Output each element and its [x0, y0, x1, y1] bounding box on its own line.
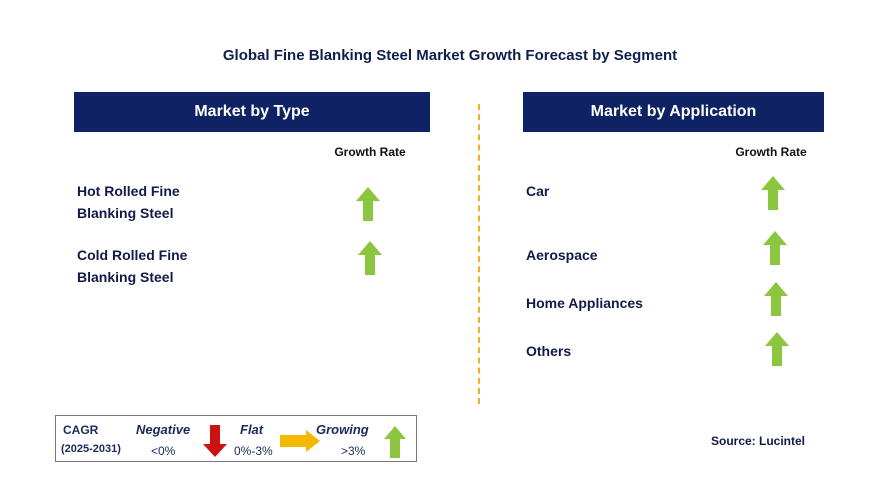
application-item-aerospace: Aerospace [526, 247, 598, 263]
application-item-car: Car [526, 183, 550, 199]
application-growth-rate-label: Growth Rate [735, 145, 807, 159]
application-item-others: Others [526, 343, 572, 359]
up-arrow-icon [761, 176, 785, 210]
legend-negative-label: Negative [136, 422, 191, 437]
up-arrow-icon [358, 241, 382, 275]
panel-divider [478, 104, 480, 404]
cagr-legend: CAGR (2025-2031) Negative <0% Flat 0%-3%… [55, 415, 417, 462]
up-arrow-icon [384, 426, 406, 458]
legend-flat-label: Flat [240, 422, 264, 437]
legend-cagr-label: CAGR [63, 423, 99, 437]
application-item-home-appliances: Home Appliances [526, 295, 643, 311]
legend-flat-range: 0%-3% [234, 444, 273, 458]
down-arrow-icon [203, 425, 227, 457]
type-growth-rate-label: Growth Rate [334, 145, 406, 159]
source-label: Source: Lucintel [711, 434, 806, 448]
type-item-cold-rolled-line2: Blanking Steel [77, 269, 174, 285]
type-item-hot-rolled-line1: Hot Rolled Fine [77, 183, 180, 199]
legend-growing-range: >3% [341, 444, 366, 458]
market-by-application-header: Market by Application [523, 92, 824, 132]
up-arrow-icon [763, 231, 787, 265]
right-arrow-icon [280, 430, 320, 452]
type-item-hot-rolled: Hot Rolled Fine Blanking Steel [77, 180, 180, 224]
type-item-hot-rolled-line2: Blanking Steel [77, 205, 174, 221]
up-arrow-icon [764, 282, 788, 316]
legend-negative-range: <0% [151, 444, 176, 458]
type-item-cold-rolled: Cold Rolled Fine Blanking Steel [77, 244, 187, 288]
type-item-cold-rolled-line1: Cold Rolled Fine [77, 247, 188, 263]
market-by-type-header: Market by Type [74, 92, 430, 132]
up-arrow-icon [356, 187, 380, 221]
legend-growing-label: Growing [316, 422, 369, 437]
legend-period: (2025-2031) [61, 443, 121, 455]
page-title: Global Fine Blanking Steel Market Growth… [222, 47, 678, 64]
up-arrow-icon [765, 332, 789, 366]
